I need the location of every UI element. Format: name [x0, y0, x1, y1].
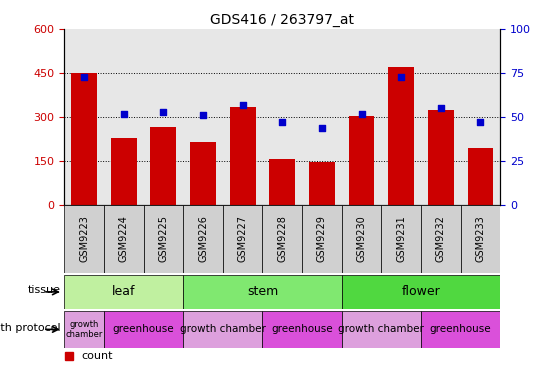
Text: greenhouse: greenhouse — [113, 324, 174, 335]
Bar — [421, 205, 461, 273]
Bar — [342, 205, 381, 273]
Text: stem: stem — [247, 285, 278, 298]
Text: growth protocol: growth protocol — [0, 322, 60, 333]
Text: GSM9230: GSM9230 — [357, 216, 367, 262]
Text: growth chamber: growth chamber — [338, 324, 424, 335]
Bar — [381, 29, 421, 205]
Bar — [64, 274, 183, 309]
Bar — [302, 29, 342, 205]
Text: GSM9225: GSM9225 — [158, 215, 168, 262]
Bar — [381, 205, 421, 273]
Bar — [64, 205, 104, 273]
Text: GSM9223: GSM9223 — [79, 215, 89, 262]
Point — [437, 105, 446, 111]
Bar — [144, 205, 183, 273]
Bar — [183, 29, 223, 205]
Bar — [150, 127, 176, 205]
Bar — [144, 29, 183, 205]
Bar — [64, 311, 104, 348]
Bar — [461, 205, 500, 273]
Bar — [104, 29, 144, 205]
Bar — [461, 29, 500, 205]
Text: GSM9229: GSM9229 — [317, 215, 327, 262]
Bar — [342, 311, 421, 348]
Text: greenhouse: greenhouse — [430, 324, 491, 335]
Bar — [389, 67, 414, 205]
Bar — [230, 107, 255, 205]
Point — [119, 111, 128, 116]
Text: GSM9228: GSM9228 — [277, 215, 287, 262]
Title: GDS416 / 263797_at: GDS416 / 263797_at — [210, 13, 354, 27]
Bar — [468, 148, 494, 205]
Text: leaf: leaf — [112, 285, 135, 298]
Text: count: count — [82, 351, 113, 361]
Point — [278, 119, 287, 125]
Point — [397, 74, 406, 80]
Point — [159, 109, 168, 115]
Text: GSM9224: GSM9224 — [119, 215, 129, 262]
Text: growth chamber: growth chamber — [180, 324, 266, 335]
Bar — [183, 274, 342, 309]
Text: GSM9227: GSM9227 — [238, 215, 248, 262]
Bar — [183, 311, 263, 348]
Bar — [263, 311, 342, 348]
Bar — [64, 29, 104, 205]
Text: GSM9233: GSM9233 — [476, 216, 485, 262]
Bar — [428, 110, 454, 205]
Point — [357, 111, 366, 116]
Point — [476, 119, 485, 125]
Bar — [421, 311, 500, 348]
Bar — [302, 205, 342, 273]
Bar — [183, 205, 223, 273]
Point — [318, 125, 326, 131]
Text: GSM9232: GSM9232 — [436, 215, 446, 262]
Point — [238, 102, 247, 108]
Text: flower: flower — [402, 285, 440, 298]
Bar — [269, 159, 295, 205]
Bar — [111, 138, 136, 205]
Bar — [342, 29, 381, 205]
Bar — [104, 311, 183, 348]
Bar — [309, 162, 335, 205]
Bar — [71, 73, 97, 205]
Bar — [421, 29, 461, 205]
Text: GSM9226: GSM9226 — [198, 215, 208, 262]
Bar — [223, 29, 263, 205]
Text: growth
chamber: growth chamber — [65, 320, 103, 339]
Bar — [104, 205, 144, 273]
Bar — [263, 29, 302, 205]
Point — [198, 112, 207, 118]
Bar — [263, 205, 302, 273]
Bar — [342, 274, 500, 309]
Text: GSM9231: GSM9231 — [396, 216, 406, 262]
Point — [79, 74, 88, 80]
Bar — [349, 116, 375, 205]
Bar — [190, 142, 216, 205]
Text: greenhouse: greenhouse — [271, 324, 333, 335]
Text: tissue: tissue — [27, 285, 60, 295]
Bar — [223, 205, 263, 273]
